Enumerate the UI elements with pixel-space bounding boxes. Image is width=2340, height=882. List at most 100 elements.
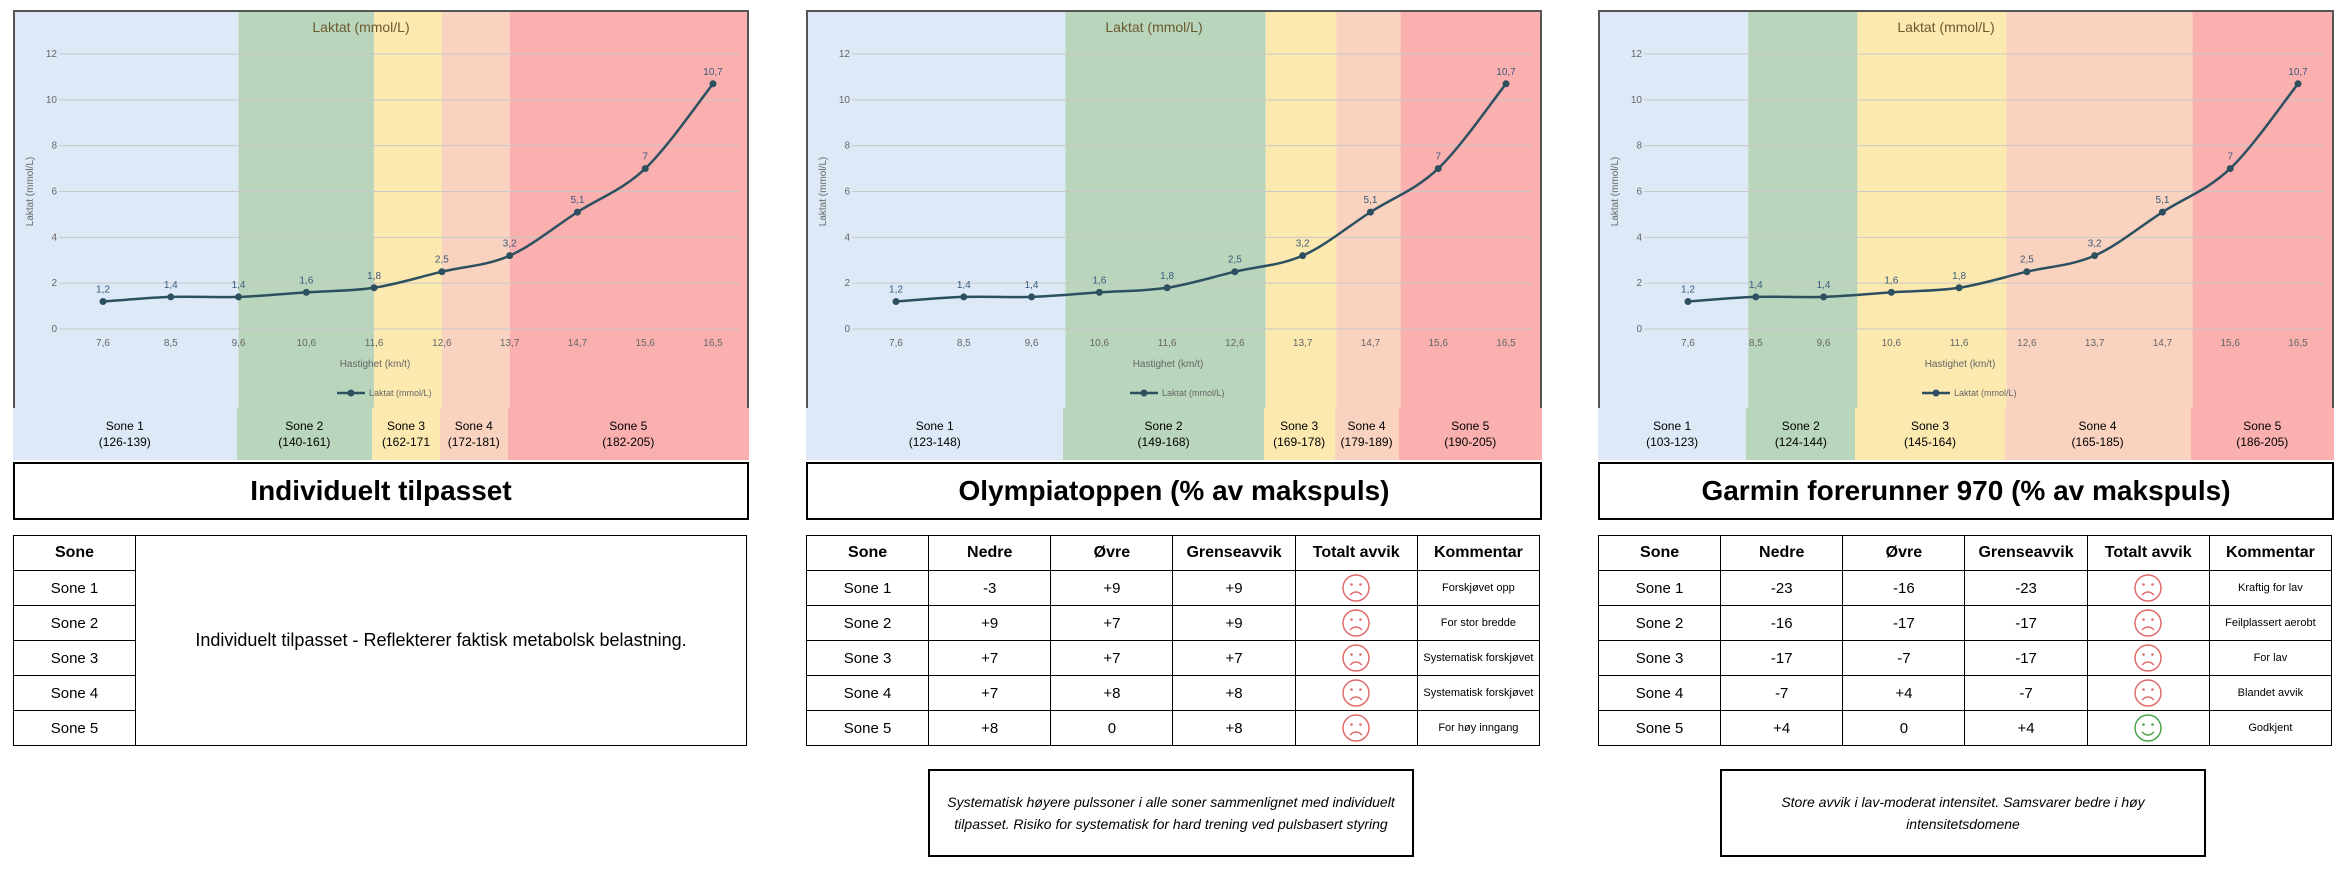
x-tick-label: 12,6 — [1225, 338, 1245, 349]
data-label: 7 — [2227, 152, 2233, 163]
y-tick-label: 4 — [51, 232, 57, 243]
table-row: Sone 1 -23 -16 -23 Kraftig for lav — [1597, 570, 2333, 606]
zone-band-2 — [238, 12, 375, 408]
sad-face-icon — [2133, 608, 2163, 638]
zone-2-label: Sone 2 (124-144) — [1746, 408, 1856, 460]
table-row: Sone 2 -16 -17 -17 Feilplassert aerobt — [1597, 605, 2333, 641]
zone-3-label: Sone 3 (162-171 — [372, 408, 440, 460]
sad-face-icon — [1341, 573, 1371, 603]
deviation-table: Sone Nedre Øvre Grenseavvik Totalt avvik… — [1597, 535, 2333, 746]
data-point — [2158, 208, 2166, 216]
column-header: Grenseavvik — [1172, 535, 1296, 571]
table-row: Sone 2 — [13, 605, 747, 641]
boundary-cell: +4 — [1964, 710, 2088, 746]
zone-cell: Sone 4 — [13, 675, 136, 711]
zone-cell: Sone 4 — [805, 675, 930, 711]
upper-cell: +7 — [1050, 605, 1174, 641]
x-tick-label: 14,7 — [1361, 338, 1381, 349]
boundary-cell: -17 — [1964, 640, 2088, 676]
total-deviation-cell — [1294, 710, 1418, 746]
x-tick-label: 13,7 — [1293, 338, 1313, 349]
x-tick-label: 11,6 — [1158, 338, 1177, 349]
x-tick-label: 9,6 — [1817, 338, 1831, 349]
y-tick-label: 2 — [844, 278, 850, 289]
sad-face-icon — [1341, 713, 1371, 743]
boundary-cell: +7 — [1172, 640, 1296, 676]
y-tick-label: 10 — [46, 95, 58, 106]
comment-cell: Systematisk forskjøvet — [1416, 675, 1541, 711]
data-label: 5,1 — [570, 195, 584, 206]
lower-cell: +8 — [928, 710, 1052, 746]
data-label: 5,1 — [1363, 195, 1377, 206]
data-label: 1,4 — [1817, 280, 1831, 291]
lactate-chart-svg: Laktat (mmol/L) 0 2 4 6 8 10 12 7,6 8,5 9,6 10,6 11,… — [1600, 12, 2332, 408]
upper-cell: +4 — [1842, 675, 1966, 711]
data-label: 1,8 — [367, 271, 381, 282]
total-deviation-cell — [2086, 710, 2210, 746]
comment-cell: Systematisk forskjøvet — [1416, 640, 1541, 676]
x-tick-label: 10,6 — [1090, 338, 1110, 349]
x-tick-label: 14,7 — [568, 338, 588, 349]
data-label: 2,5 — [2020, 255, 2034, 266]
y-axis-title: Laktat (mmol/L) — [818, 157, 829, 226]
data-label: 1,2 — [96, 285, 110, 296]
y-tick-label: 8 — [1636, 141, 1642, 152]
column-header: Kommentar — [2208, 535, 2333, 571]
table-header-row: Sone Nedre Øvre Grenseavvik Totalt avvik… — [805, 535, 1541, 571]
x-tick-label: 13,7 — [500, 338, 520, 349]
legend-label: Laktat (mmol/L) — [1954, 388, 2017, 398]
comment-cell: Kraftig for lav — [2208, 570, 2333, 606]
column-header: Sone — [13, 535, 136, 571]
lactate-chart: Laktat (mmol/L) 0 2 4 6 8 10 12 7,6 8,5 9,6 10,6 11,… — [1598, 10, 2334, 410]
data-point — [960, 293, 968, 301]
zone-cell: Sone 2 — [13, 605, 136, 641]
legend-marker — [347, 389, 355, 397]
panel-garmin: Laktat (mmol/L) 0 2 4 6 8 10 12 7,6 8,5 9,6 10,6 11,… — [1597, 0, 2334, 882]
comment-cell: Blandet avvik — [2208, 675, 2333, 711]
data-point — [302, 288, 310, 296]
x-tick-label: 9,6 — [1025, 338, 1039, 349]
legend-label: Laktat (mmol/L) — [1162, 388, 1225, 398]
comment-cell: Forskjøvet opp — [1416, 570, 1541, 606]
lower-cell: +9 — [928, 605, 1052, 641]
upper-cell: +9 — [1050, 570, 1174, 606]
x-tick-label: 13,7 — [2085, 338, 2105, 349]
data-label: 3,2 — [1296, 239, 1310, 250]
data-point — [2023, 268, 2031, 276]
data-point — [167, 293, 175, 301]
zone-5-label: Sone 5 (190-205) — [1398, 408, 1542, 460]
upper-cell: 0 — [1050, 710, 1174, 746]
y-tick-label: 12 — [1631, 49, 1643, 60]
lactate-series-line — [1687, 83, 2299, 303]
lactate-series-line — [895, 83, 1507, 303]
y-tick-label: 8 — [844, 141, 850, 152]
x-tick-label: 15,6 — [1428, 338, 1448, 349]
table-header-row: Sone Individuelt tilpasset - Reflekterer … — [13, 535, 747, 746]
zone-band-5 — [509, 12, 747, 408]
zone-table: Sone Individuelt tilpasset - Reflekterer … — [13, 535, 747, 746]
total-deviation-cell — [1294, 570, 1418, 606]
lower-cell: -7 — [1720, 675, 1844, 711]
table-row: Sone 5 +4 0 +4 Godkjent — [1597, 710, 2333, 746]
x-tick-label: 7,6 — [889, 338, 903, 349]
boundary-cell: -17 — [1964, 605, 2088, 641]
legend-marker — [1140, 389, 1148, 397]
table-header-row: Sone Nedre Øvre Grenseavvik Totalt avvik… — [1597, 535, 2333, 571]
table-row: Sone 4 +7 +8 +8 Systematisk forskjøvet — [805, 675, 1541, 711]
data-label: 10,7 — [1496, 67, 1516, 78]
lower-cell: -3 — [928, 570, 1052, 606]
zone-cell: Sone 1 — [1597, 570, 1722, 606]
zone-4-label: Sone 4 (165-185) — [2004, 408, 2191, 460]
x-tick-label: 14,7 — [2153, 338, 2173, 349]
y-tick-label: 0 — [1636, 324, 1642, 335]
comment-cell: Feilplassert aerobt — [2208, 605, 2333, 641]
zone-cell: Sone 3 — [13, 640, 136, 676]
x-axis-title: Hastighet (km/t) — [1133, 359, 1204, 370]
lactate-chart: Laktat (mmol/L) 0 2 4 6 8 10 12 7,6 8,5 9,6 10,6 11,… — [13, 10, 749, 410]
zone-cell: Sone 2 — [805, 605, 930, 641]
x-axis-title: Hastighet (km/t) — [340, 359, 411, 370]
zone-band-1 — [1600, 12, 1749, 408]
x-tick-label: 10,6 — [297, 338, 317, 349]
column-header: Totalt avvik — [1294, 535, 1418, 571]
data-point — [573, 208, 581, 216]
